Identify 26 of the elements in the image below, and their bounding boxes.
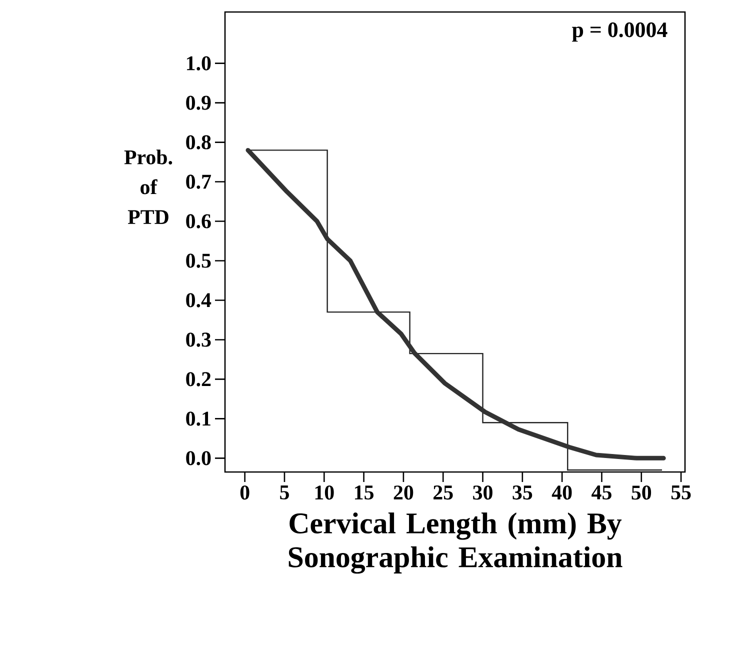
y-tick-label: 0.4 bbox=[186, 293, 212, 308]
y-tick-label: 0.3 bbox=[186, 332, 211, 347]
y-tick-label: 0.2 bbox=[186, 372, 211, 386]
x-tick-label: 0 bbox=[240, 486, 250, 500]
x-tick-label: 40 bbox=[552, 486, 572, 500]
y-axis-title: Prob. of PTD bbox=[124, 150, 172, 224]
y-tick-label: 0.0 bbox=[186, 451, 211, 466]
y-tick-label: 0.1 bbox=[186, 412, 210, 426]
x-tick-label: 10 bbox=[315, 486, 334, 500]
y-tick-label: 0.8 bbox=[186, 135, 211, 150]
y-tick-label: 0.7 bbox=[186, 174, 211, 189]
y-tick-label: 1.0 bbox=[187, 56, 211, 70]
x-tick-label: 35 bbox=[512, 486, 532, 500]
x-axis-title: Cervical Length (mm) By Sonographic Examination bbox=[288, 512, 622, 574]
x-tick-label: 25 bbox=[434, 486, 453, 500]
x-tick-label: 15 bbox=[355, 486, 374, 500]
x-tick-label: 20 bbox=[394, 486, 414, 500]
y-tick-label: 0.9 bbox=[186, 96, 211, 110]
y-tick-label: 0.6 bbox=[186, 214, 211, 228]
y-tick-label: 0.5 bbox=[186, 254, 211, 268]
x-tick-label: 45 bbox=[592, 486, 612, 500]
x-tick-label: 5 bbox=[280, 486, 289, 500]
annotation: p = 0.0004 bbox=[572, 22, 668, 42]
x-tick-label: 30 bbox=[473, 486, 492, 500]
x-tick-label: 55 bbox=[671, 486, 691, 500]
x-tick-label: 50 bbox=[632, 486, 652, 500]
